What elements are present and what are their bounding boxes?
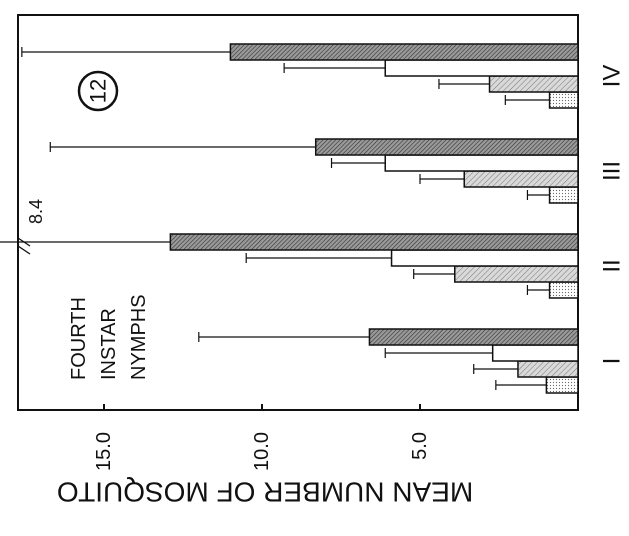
y-tick-label: 5.0 — [409, 432, 431, 460]
y-axis-ticks: 5.0 10.0 15.0 — [93, 404, 431, 471]
bar — [517, 360, 579, 378]
annotation-line-3: NYMPHS — [128, 294, 150, 380]
y-tick-label: 10.0 — [251, 432, 273, 471]
bar — [229, 43, 579, 61]
figure-number-text: 12 — [86, 79, 111, 103]
annotation-line-1: FOURTH — [68, 297, 90, 380]
bar — [384, 59, 579, 77]
bars-layer — [0, 43, 579, 394]
category-label: II — [599, 259, 626, 272]
annotation-fourth-instar-nymphs: FOURTH INSTAR NYMPHS — [68, 294, 150, 380]
category-label: IV — [599, 65, 626, 88]
error-bar-break-mark — [17, 237, 31, 247]
bar — [545, 376, 579, 394]
bar — [368, 328, 579, 346]
bar — [390, 249, 579, 267]
category-label: I — [599, 358, 626, 365]
annotation-line-2: INSTAR — [98, 308, 120, 380]
plot-frame — [17, 14, 579, 411]
bar — [454, 265, 579, 283]
broken-error-label: 8.4 — [26, 199, 46, 224]
bar — [548, 91, 579, 109]
bar — [548, 186, 579, 204]
bar — [314, 138, 579, 156]
bar — [463, 170, 579, 188]
y-tick-label: 15.0 — [93, 432, 115, 471]
bar — [384, 154, 579, 172]
bar — [548, 281, 579, 299]
bar — [169, 233, 579, 251]
y-axis-title: MEAN NUMBER OF MOSQUITO — [57, 477, 473, 508]
error-bar-break-mark — [17, 245, 31, 255]
figure-number-badge: 12 — [77, 70, 119, 112]
category-label: III — [599, 161, 626, 181]
figure-number-circle — [77, 70, 119, 112]
bar — [488, 75, 579, 93]
bar — [491, 344, 579, 362]
